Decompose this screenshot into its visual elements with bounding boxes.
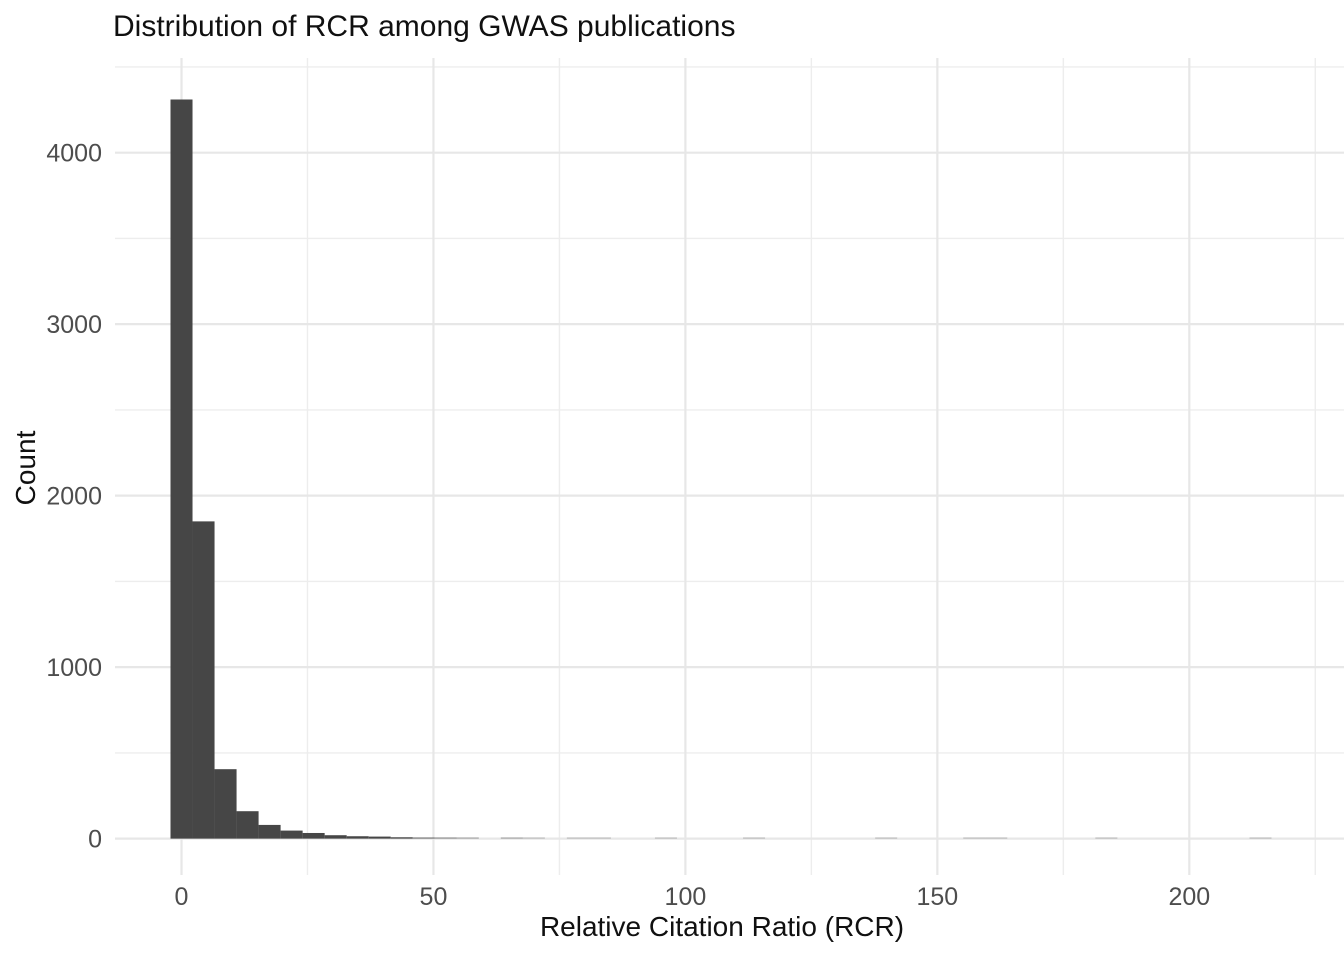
histogram-bar <box>1095 837 1118 839</box>
y-tick-label: 4000 <box>46 140 102 168</box>
histogram-bar <box>192 521 215 839</box>
histogram-bar <box>654 837 677 839</box>
x-tick-label: 200 <box>1168 883 1210 911</box>
histogram-bar <box>412 837 435 839</box>
histogram-bar <box>588 837 611 839</box>
histogram-bar <box>522 837 545 839</box>
y-tick-label: 1000 <box>46 654 102 682</box>
histogram-bar <box>985 837 1008 839</box>
y-axis-title: Count <box>10 430 41 506</box>
histogram-bar <box>214 769 237 839</box>
histogram-bar <box>302 832 325 839</box>
histogram-bar <box>390 837 413 839</box>
chart-title: Distribution of RCR among GWAS publicati… <box>113 10 736 43</box>
y-tick-label: 0 <box>88 826 102 854</box>
y-tick-label: 2000 <box>46 483 102 511</box>
histogram-bar <box>500 837 523 839</box>
histogram-bar <box>170 99 193 839</box>
histogram-bar <box>280 830 303 839</box>
x-axis-title: Relative Citation Ratio (RCR) <box>539 911 905 942</box>
x-tick-label: 100 <box>665 883 707 911</box>
histogram-bar <box>236 811 259 839</box>
histogram-bar <box>368 836 391 839</box>
histogram-bar <box>258 824 281 839</box>
histogram-bar <box>346 836 369 839</box>
x-tick-label: 0 <box>175 883 189 911</box>
y-tick-label: 3000 <box>46 311 102 339</box>
histogram-bar <box>1249 837 1272 839</box>
histogram-bar <box>875 837 898 839</box>
histogram-bar <box>743 837 766 839</box>
histogram-bar <box>456 837 479 839</box>
x-tick-label: 150 <box>916 883 958 911</box>
histogram-bar <box>434 837 457 839</box>
x-tick-label: 50 <box>420 883 448 911</box>
histogram-bar <box>324 835 347 839</box>
histogram-bar <box>566 837 589 839</box>
histogram-bar <box>963 837 986 839</box>
